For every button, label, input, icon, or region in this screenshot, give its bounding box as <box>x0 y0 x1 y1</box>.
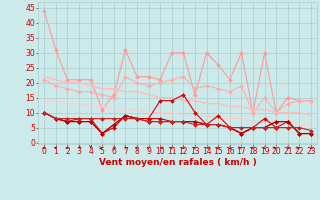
X-axis label: Vent moyen/en rafales ( km/h ): Vent moyen/en rafales ( km/h ) <box>99 158 256 167</box>
